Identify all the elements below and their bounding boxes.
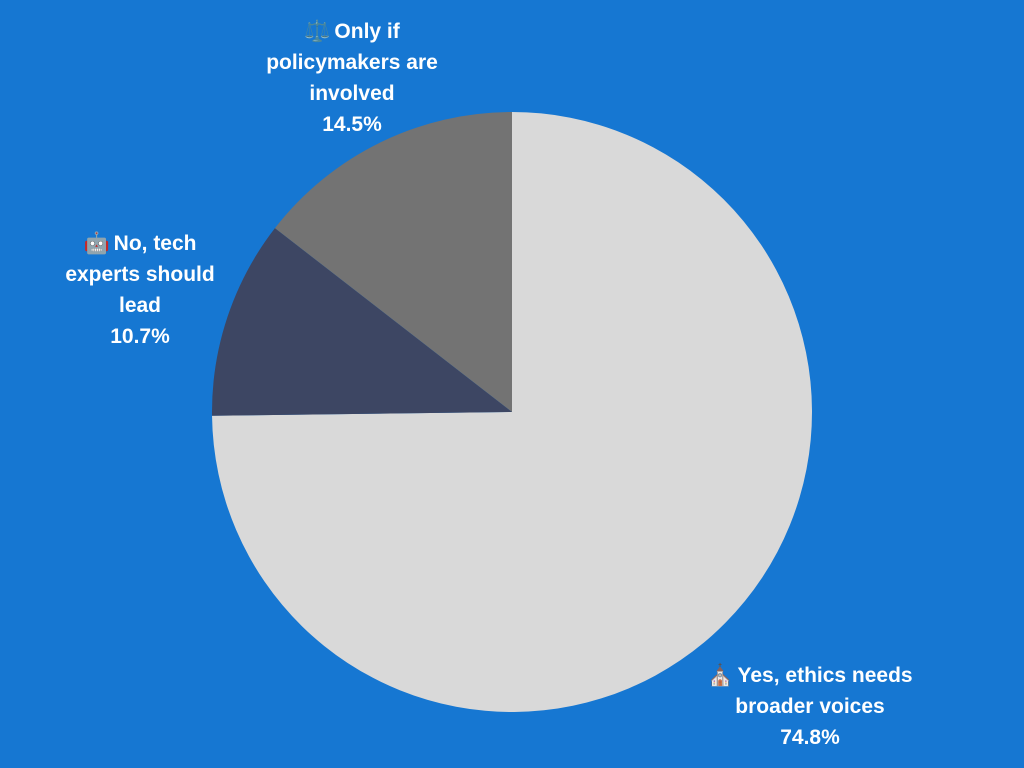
- slice-label-only-if-line-2: policymakers are: [266, 51, 438, 74]
- pie-slice-yes: [212, 112, 812, 712]
- slice-label-only-if: ⚖️ Only if policymakers are involved 14.5…: [232, 16, 472, 140]
- slice-value-only-if: 14.5%: [322, 113, 382, 136]
- slice-label-only-if-line-1: Only if: [334, 20, 400, 43]
- slice-value-no: 10.7%: [110, 325, 170, 348]
- slice-label-no: 🤖 No, tech experts should lead 10.7%: [30, 228, 250, 352]
- church-icon: ⛪: [707, 664, 734, 687]
- slice-label-yes: ⛪ Yes, ethics needs broader voices 74.8%: [680, 660, 940, 753]
- robot-icon: 🤖: [83, 232, 110, 255]
- slice-label-yes-line-2: broader voices: [735, 695, 885, 718]
- slice-label-no-line-1: No, tech: [113, 232, 197, 255]
- slice-label-only-if-line-3: involved: [309, 82, 395, 105]
- slice-value-yes: 74.8%: [780, 726, 840, 749]
- slice-label-yes-line-1: Yes, ethics needs: [737, 664, 913, 687]
- slice-label-no-line-2: experts should: [65, 263, 215, 286]
- balance-scale-icon: ⚖️: [304, 20, 331, 43]
- pie-slice-no: [212, 228, 512, 416]
- slice-label-no-line-3: lead: [118, 294, 162, 317]
- pie-slice-only-if: [274, 112, 512, 412]
